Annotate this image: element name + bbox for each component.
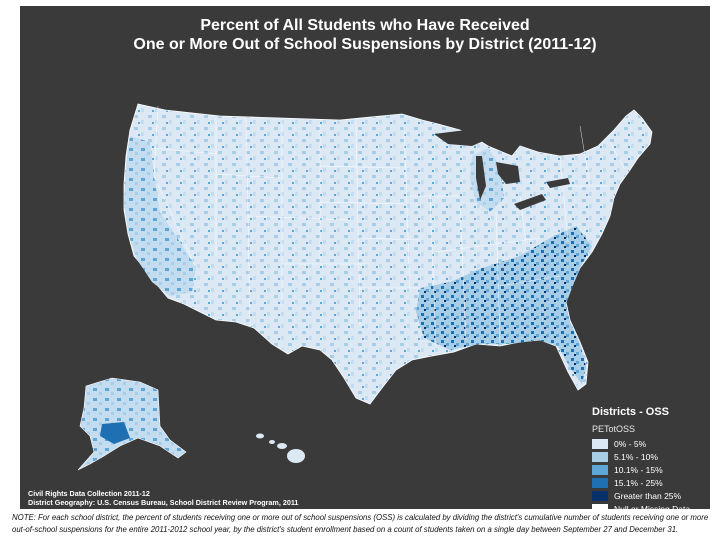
- legend-item: 10.1% - 15%: [592, 463, 704, 476]
- title-line-1: Percent of All Students who Have Receive…: [200, 17, 530, 34]
- title-line-2: One or More Out of School Suspensions by…: [133, 36, 597, 53]
- hawaii: [256, 433, 305, 463]
- legend-swatch: [592, 464, 608, 475]
- source-credits: Civil Rights Data Collection 2011-12 Dis…: [28, 489, 298, 507]
- legend-label: 10.1% - 15%: [614, 464, 663, 475]
- map-legend: Districts - OSS PETotOSS 0% - 5% 5.1% - …: [592, 406, 704, 515]
- alaska: [77, 377, 187, 471]
- legend-item: Greater than 25%: [592, 489, 704, 502]
- legend-title: Districts - OSS: [592, 406, 670, 418]
- legend-swatch: [592, 451, 608, 462]
- state-boundaries: [153, 105, 625, 347]
- west-coast-region: [124, 136, 196, 296]
- source-line-2: District Geography: U.S. Census Bureau, …: [28, 498, 299, 507]
- legend-label: Null or Missing Data: [614, 503, 691, 514]
- map-title: Percent of All Students who Have Receive…: [20, 16, 710, 54]
- legend-field-name: PETotOSS: [592, 424, 636, 434]
- southeast-region: [416, 226, 592, 384]
- legend-label: 0% - 5%: [614, 438, 647, 449]
- legend-swatch: [592, 503, 608, 514]
- legend-swatch: [592, 438, 608, 449]
- legend-label: 5.1% - 10%: [614, 451, 658, 462]
- legend-swatch: [592, 490, 608, 501]
- legend-label: Greater than 25%: [614, 490, 682, 501]
- legend-swatch: [592, 477, 608, 488]
- legend-label: 15.1% - 25%: [614, 477, 663, 488]
- legend-item: Null or Missing Data: [592, 502, 704, 515]
- great-lakes: [434, 130, 570, 210]
- source-line-1: Civil Rights Data Collection 2011-12: [28, 489, 150, 498]
- legend-item: 0% - 5%: [592, 437, 704, 450]
- map-panel: Percent of All Students who Have Receive…: [20, 6, 710, 514]
- alaska-high-area: [100, 422, 130, 444]
- legend-item: 5.1% - 10%: [592, 450, 704, 463]
- methodology-note: NOTE: For each school district, the perc…: [12, 513, 709, 534]
- legend-item: 15.1% - 25%: [592, 476, 704, 489]
- district-map: [77, 103, 653, 471]
